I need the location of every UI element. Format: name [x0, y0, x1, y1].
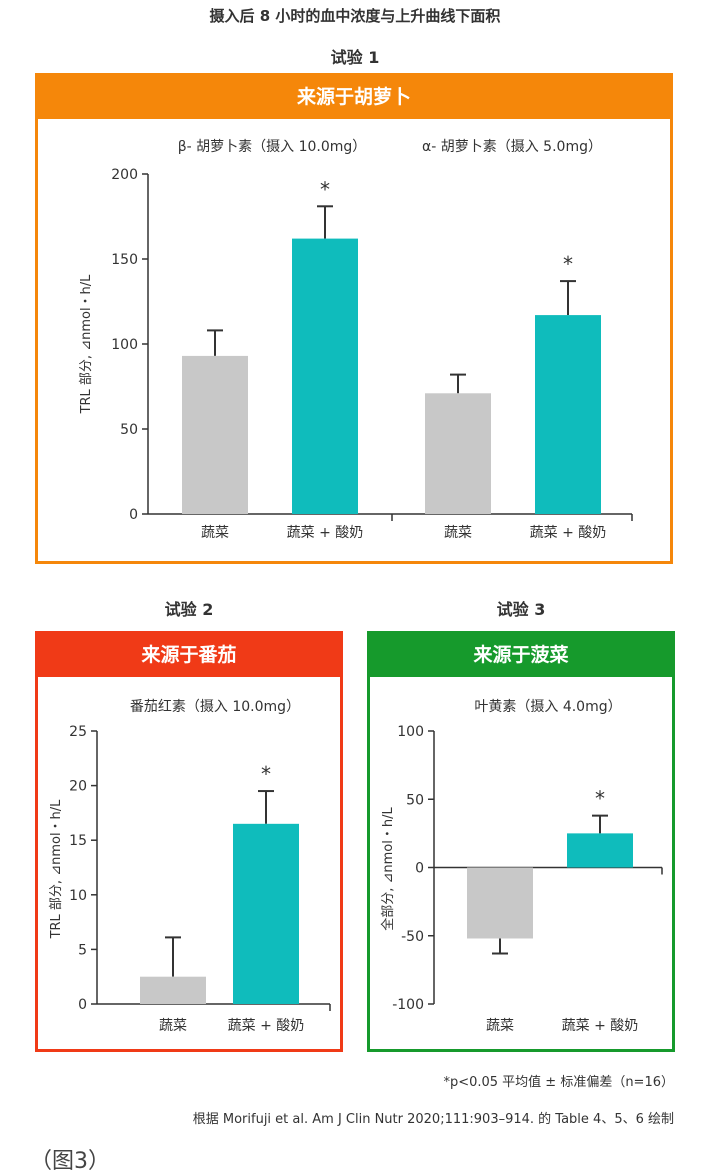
x-category-label: 蔬菜 + 酸奶 [530, 525, 607, 541]
y-tick-label: 50 [120, 422, 138, 438]
figure-label: （图3） [30, 1149, 110, 1174]
significance-footnote: *p<0.05 平均值 ± 标准偏差（n=16） [443, 1075, 674, 1090]
y-tick-label: 0 [129, 507, 138, 523]
trial2-trial3-charts: 0 5 10 15 20 25 TRL 部分, ⊿nmol・h/L 番茄红素（摄入 10.0m… [49, 698, 663, 1034]
x-category-label: 蔬菜 [201, 525, 229, 541]
y-tick-label: 100 [111, 337, 138, 353]
trial1-label: 试验 1 [330, 48, 380, 67]
y-tick-label: 50 [406, 792, 424, 808]
y-tick-label: 15 [69, 833, 87, 849]
x-category-label: 蔬菜 + 酸奶 [287, 525, 364, 541]
bar-vegetable-yogurt [567, 833, 633, 868]
y-tick-label: 25 [69, 724, 87, 740]
y-axis-label: TRL 部分, ⊿nmol・h/L [79, 274, 94, 415]
group-title: β- 胡萝卜素（摄入 10.0mg） [178, 139, 367, 155]
y-tick-label: 150 [111, 252, 138, 268]
bar-vegetable-yogurt [292, 238, 358, 514]
group-title: α- 胡萝卜素（摄入 5.0mg） [422, 139, 602, 155]
trial1-header: 来源于胡萝卜 [38, 76, 670, 119]
y-tick-label: 200 [111, 167, 138, 183]
significance-asterisk: * [261, 762, 271, 786]
y-tick-label: -50 [401, 929, 424, 945]
group-title: 叶黄素（摄入 4.0mg） [474, 698, 621, 715]
trial3-header: 来源于菠菜 [370, 634, 672, 677]
y-tick-label: 5 [78, 942, 87, 958]
group-title: 番茄红素（摄入 10.0mg） [130, 698, 300, 715]
y-tick-label: 0 [415, 861, 424, 877]
y-axis-label: TRL 部分, ⊿nmol・h/L [49, 799, 64, 940]
y-tick-label: 100 [397, 724, 424, 740]
x-category-label: 蔬菜 + 酸奶 [228, 1018, 305, 1034]
bar-vegetable-yogurt [233, 823, 299, 1004]
bar-vegetable [425, 393, 491, 514]
bar-vegetable [182, 355, 248, 514]
significance-asterisk: * [595, 787, 605, 811]
trial2-header: 来源于番茄 [38, 634, 340, 677]
y-tick-label: 20 [69, 779, 87, 795]
bar-vegetable [467, 867, 533, 939]
significance-asterisk: * [320, 177, 330, 201]
y-tick-label: -100 [392, 997, 424, 1013]
source-footnote: 根据 Morifuji et al. Am J Clin Nutr 2020;1… [192, 1112, 674, 1127]
x-category-label: 蔬菜 [159, 1018, 187, 1034]
y-tick-label: 10 [69, 888, 87, 904]
bar-vegetable [140, 976, 206, 1004]
trial2-label: 试验 2 [164, 600, 214, 619]
trial3-label: 试验 3 [496, 600, 546, 619]
y-tick-label: 0 [78, 997, 87, 1013]
bar-vegetable-yogurt [535, 315, 601, 514]
significance-asterisk: * [563, 252, 573, 276]
y-axis-label: 全部分, ⊿nmol・h/L [380, 807, 396, 931]
trial1-chart: 0 50 100 150 200 TRL 部分, ⊿nmol・h/L β- 胡萝卜素（摄入 … [79, 139, 633, 541]
x-category-label: 蔬菜 [444, 525, 472, 541]
x-category-label: 蔬菜 + 酸奶 [562, 1018, 639, 1034]
x-category-label: 蔬菜 [486, 1018, 514, 1034]
page-title: 摄入后 8 小时的血中浓度与上升曲线下面积 [209, 7, 501, 25]
